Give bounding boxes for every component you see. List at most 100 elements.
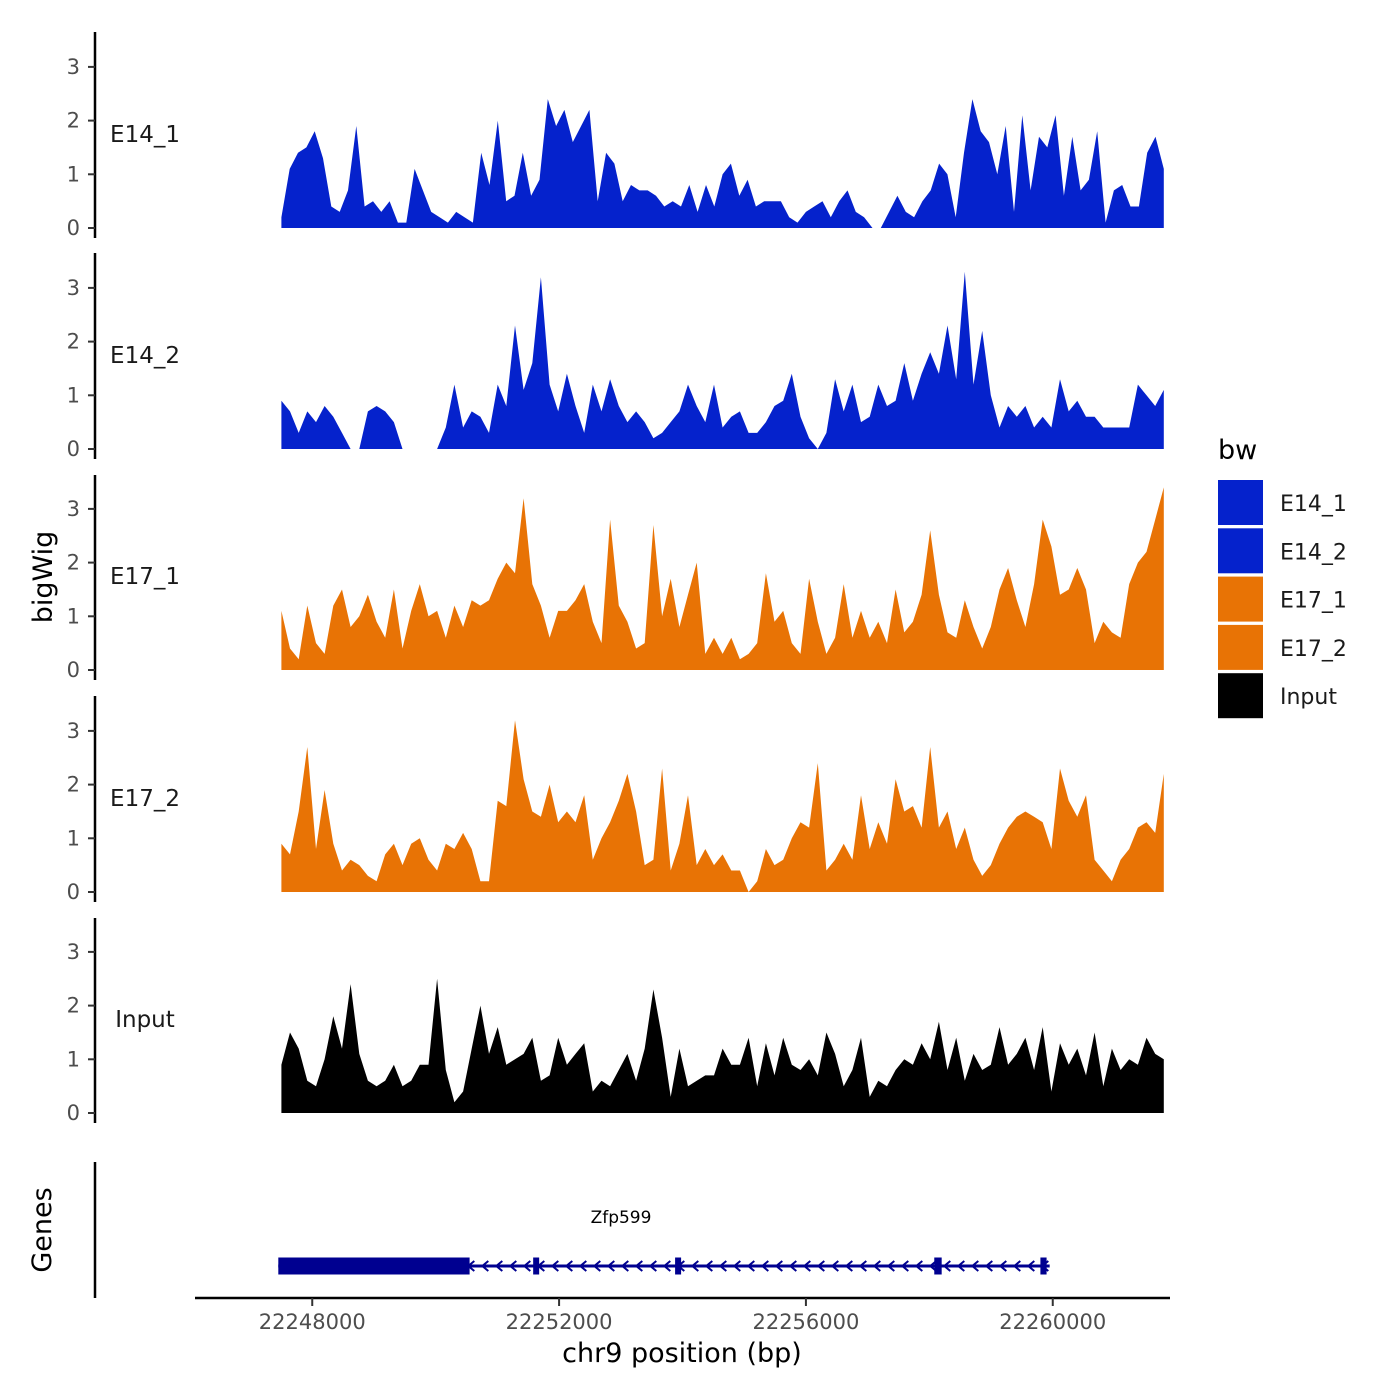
- coverage-area-e14-2: [281, 271, 1164, 449]
- strand-chevron: [942, 1260, 951, 1272]
- gene-label-zfp599: Zfp599: [591, 1208, 652, 1228]
- coverage-area-input: [281, 978, 1164, 1113]
- strand-chevron: [662, 1260, 671, 1272]
- x-axis: 22248000 22252000 22256000 22260000 chr9 po…: [195, 1296, 1170, 1369]
- y-tick-label: 1: [67, 604, 80, 628]
- legend-label-e17-2: E17_2: [1280, 637, 1347, 662]
- strand-chevron: [970, 1260, 979, 1272]
- strand-chevron: [872, 1260, 881, 1272]
- track-label-e14-2: E14_2: [110, 343, 180, 369]
- x-axis-title: chr9 position (bp): [562, 1338, 802, 1369]
- track-e17-1: 0 1 2 3 E17_1: [67, 475, 1164, 682]
- strand-chevron: [844, 1260, 853, 1272]
- y-tick-label: 2: [67, 994, 80, 1018]
- strand-chevron: [634, 1260, 643, 1272]
- legend-swatch-e14-2: [1218, 528, 1263, 574]
- gene-exon: [278, 1257, 470, 1275]
- coverage-area-e17-1: [281, 487, 1164, 670]
- strand-chevron: [732, 1260, 741, 1272]
- y-tick-label: 2: [67, 773, 80, 797]
- y-tick-label: 0: [67, 216, 80, 240]
- strand-chevron: [760, 1260, 769, 1272]
- genes-axis-title: Genes: [27, 1187, 58, 1272]
- y-tick-label: 3: [67, 940, 80, 964]
- strand-chevron: [718, 1260, 727, 1272]
- y-tick-label: 3: [67, 276, 80, 300]
- track-label-e14-1: E14_1: [110, 122, 180, 148]
- y-tick-label: 0: [67, 658, 80, 682]
- legend-swatch-input: [1218, 673, 1263, 719]
- genes-panel: Zfp599 Genes: [27, 1162, 1050, 1298]
- coverage-tracks: 0 1 2 3 E14_1 0 1 2 3 E14_2 0 1 2 3 E17_1 0 1 2 3 E17_2 0 1 2 3…: [67, 32, 1164, 1125]
- y-axis-title: bigWig: [28, 531, 59, 624]
- legend-label-e14-1: E14_1: [1280, 492, 1347, 517]
- strand-chevron: [830, 1260, 839, 1272]
- strand-chevron: [564, 1260, 573, 1272]
- y-tick-label: 1: [67, 1047, 80, 1071]
- strand-chevron: [508, 1260, 517, 1272]
- strand-chevron: [606, 1260, 615, 1272]
- y-tick-label: 1: [67, 162, 80, 186]
- track-e14-2: 0 1 2 3 E14_2: [67, 253, 1164, 461]
- strand-chevron: [1026, 1260, 1035, 1272]
- y-tick-label: 2: [67, 551, 80, 575]
- x-tick-label: 22256000: [752, 1310, 859, 1334]
- strand-chevron: [620, 1260, 629, 1272]
- strand-chevron: [746, 1260, 755, 1272]
- y-tick-label: 0: [67, 437, 80, 461]
- legend-swatch-e17-1: [1218, 576, 1263, 622]
- x-tick-label: 22248000: [259, 1310, 366, 1334]
- track-e14-1: 0 1 2 3 E14_1: [67, 32, 1164, 240]
- track-label-e17-2: E17_2: [110, 786, 180, 812]
- gene-exon: [675, 1257, 682, 1275]
- legend-label-input: Input: [1280, 685, 1337, 710]
- y-tick-label: 0: [67, 880, 80, 904]
- strand-chevron: [704, 1260, 713, 1272]
- legend: bw E14_1 E14_2 E17_1 E17_2 Input: [1218, 435, 1347, 719]
- strand-chevron: [984, 1260, 993, 1272]
- y-tick-label: 0: [67, 1101, 80, 1125]
- strand-chevron: [592, 1260, 601, 1272]
- gene-exon: [934, 1257, 942, 1275]
- strand-chevron: [914, 1260, 923, 1272]
- strand-chevron: [802, 1260, 811, 1272]
- legend-swatch-e17-2: [1218, 624, 1263, 670]
- strand-chevron: [648, 1260, 657, 1272]
- strand-chevron: [494, 1260, 503, 1272]
- legend-items: E14_1 E14_2 E17_1 E17_2 Input: [1218, 480, 1347, 719]
- y-tick-label: 2: [67, 109, 80, 133]
- gene-model: [278, 1257, 1050, 1275]
- y-tick-label: 3: [67, 719, 80, 743]
- y-tick-label: 3: [67, 497, 80, 521]
- coverage-area-e14-1: [281, 99, 1164, 228]
- strand-chevron: [858, 1260, 867, 1272]
- x-tick-label: 22260000: [999, 1310, 1106, 1334]
- strand-chevron: [886, 1260, 895, 1272]
- strand-chevron: [816, 1260, 825, 1272]
- legend-label-e17-1: E17_1: [1280, 589, 1347, 614]
- track-label-e17-1: E17_1: [110, 564, 180, 590]
- legend-label-e14-2: E14_2: [1280, 540, 1347, 565]
- strand-chevron: [480, 1260, 489, 1272]
- strand-chevron: [1012, 1260, 1021, 1272]
- strand-chevron: [550, 1260, 559, 1272]
- legend-swatch-e14-1: [1218, 480, 1263, 525]
- y-tick-label: 1: [67, 826, 80, 850]
- y-tick-label: 2: [67, 330, 80, 354]
- strand-chevron: [774, 1260, 783, 1272]
- coverage-area-e17-2: [281, 720, 1164, 892]
- strand-chevron: [578, 1260, 587, 1272]
- strand-chevron: [522, 1260, 531, 1272]
- track-label-input: Input: [115, 1007, 175, 1033]
- strand-chevron: [788, 1260, 797, 1272]
- gene-exon: [1040, 1257, 1047, 1275]
- track-e17-2: 0 1 2 3 E17_2: [67, 696, 1164, 904]
- y-tick-label: 3: [67, 55, 80, 79]
- gene-exon: [533, 1257, 540, 1275]
- y-tick-label: 1: [67, 383, 80, 407]
- strand-chevron: [956, 1260, 965, 1272]
- strand-chevron: [690, 1260, 699, 1272]
- strand-chevron: [998, 1260, 1007, 1272]
- x-ticks: 22248000 22252000 22256000 22260000: [259, 1298, 1106, 1334]
